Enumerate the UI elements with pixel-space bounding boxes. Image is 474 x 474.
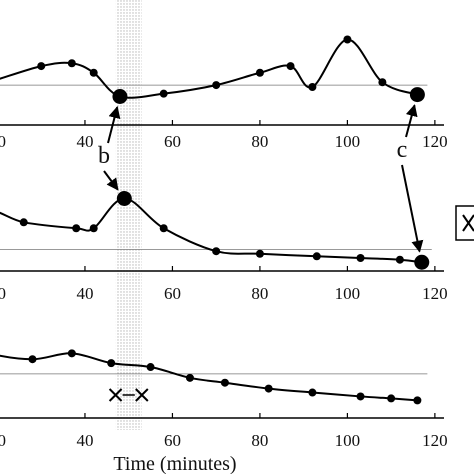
data-point-top-12 — [343, 35, 352, 44]
x-tick-label-top-80: 80 — [251, 132, 268, 151]
x-tick-label-middle-60: 60 — [164, 284, 181, 303]
data-point-top-10 — [286, 62, 295, 71]
annotation-arrow-c-0 — [405, 104, 418, 138]
panel-bottom: 20 40 60 80 100 120 — [0, 349, 448, 450]
data-point-top-4 — [67, 59, 76, 68]
data-point-bottom-8 — [220, 378, 229, 387]
data-point-bottom-6 — [146, 363, 155, 372]
annotation-label-b: b — [98, 143, 110, 169]
data-point-top-13 — [378, 78, 387, 87]
x-axis-title: Time (minutes) — [113, 453, 236, 474]
data-point-middle-4 — [72, 224, 81, 233]
data-point-top-3 — [37, 62, 46, 71]
data-point-middle-10 — [312, 252, 321, 261]
x-tick-label-top-120: 120 — [422, 132, 448, 151]
series-line-middle — [0, 197, 422, 264]
series-line-top — [0, 38, 418, 99]
data-point-bottom-5 — [107, 359, 116, 368]
x-tick-label-middle-100: 100 — [335, 284, 361, 303]
cross-marker-3 — [135, 388, 149, 402]
large-marker-middle-6 — [116, 191, 132, 206]
annotation-arrow-b-0 — [107, 105, 121, 144]
x-tick-label-middle-80: 80 — [251, 284, 268, 303]
data-point-bottom-12 — [387, 394, 396, 403]
panel-top: 20 40 60 80 100 120 — [0, 35, 448, 151]
data-point-middle-7 — [159, 224, 168, 233]
large-marker-top-6 — [112, 89, 128, 104]
shaded-window-1 — [115, 0, 142, 430]
panels: 20 40 60 80 100 120 20 40 60 80 100 120 20 40 60 80 100 1… — [0, 35, 448, 450]
data-point-bottom-9 — [264, 384, 273, 393]
annotation-label-c: c — [397, 137, 408, 163]
data-point-bottom-4 — [67, 349, 76, 358]
x-tick-label-middle-40: 40 — [76, 284, 93, 303]
data-point-middle-8 — [212, 247, 221, 256]
x-tick-label-middle-120: 120 — [422, 284, 448, 303]
data-point-bottom-7 — [185, 373, 194, 382]
x-tick-label-top-60: 60 — [164, 132, 181, 151]
x-tick-label-bottom-60: 60 — [164, 431, 181, 450]
data-point-bottom-3 — [28, 355, 37, 364]
panel-middle: 20 40 60 80 100 120 — [0, 191, 448, 303]
annotation-arrow-b-1 — [103, 170, 119, 191]
x-tick-label-bottom-120: 120 — [422, 431, 448, 450]
data-point-middle-12 — [395, 255, 404, 264]
data-point-bottom-13 — [413, 396, 422, 405]
data-point-top-11 — [308, 83, 317, 91]
data-point-top-9 — [255, 68, 264, 77]
x-tick-label-top-100: 100 — [335, 132, 361, 151]
x-tick-label-bottom-100: 100 — [335, 431, 361, 450]
data-point-middle-3 — [19, 218, 28, 227]
cross-marker-2 — [108, 388, 123, 402]
data-point-middle-5 — [89, 224, 98, 233]
x-tick-label-top-40: 40 — [76, 132, 93, 151]
large-marker-top-14 — [409, 87, 425, 103]
shaded-windows — [115, 0, 142, 430]
legend-box-partial — [455, 205, 474, 241]
x-tick-label-top-20: 20 — [0, 132, 6, 151]
data-point-middle-11 — [356, 254, 365, 262]
x-tick-label-bottom-80: 80 — [251, 431, 268, 450]
series-line-bottom — [0, 352, 418, 402]
large-marker-middle-13 — [414, 254, 430, 270]
x-tick-label-bottom-20: 20 — [0, 431, 6, 450]
data-point-top-5 — [89, 68, 98, 77]
annotation-arrow-c-1 — [401, 164, 424, 253]
data-point-middle-9 — [255, 249, 264, 258]
data-point-top-7 — [159, 89, 168, 98]
x-tick-label-bottom-40: 40 — [76, 431, 93, 450]
data-point-bottom-11 — [356, 392, 365, 401]
data-point-top-8 — [212, 81, 221, 90]
x-tick-label-middle-20: 20 — [0, 284, 6, 303]
data-point-bottom-10 — [308, 388, 317, 397]
